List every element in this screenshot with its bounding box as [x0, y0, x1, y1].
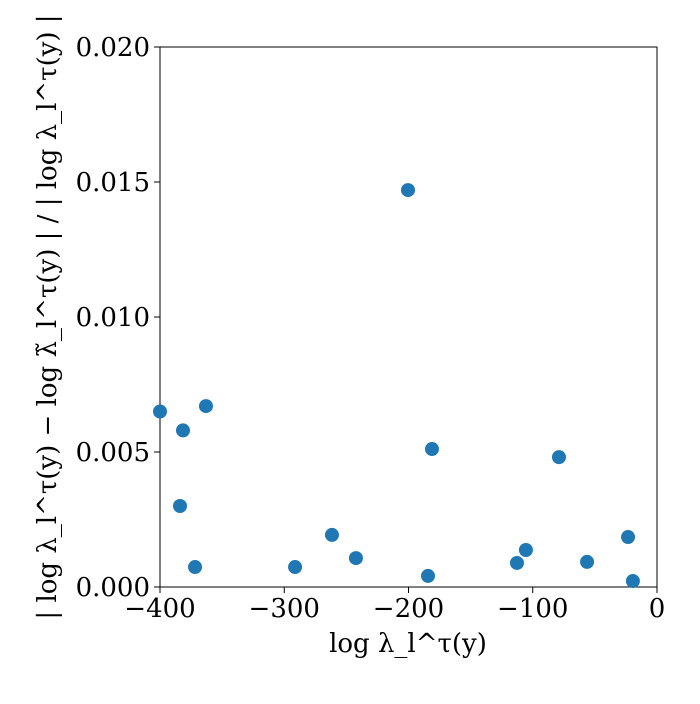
point: [625, 574, 640, 589]
point: [175, 423, 190, 438]
y-tick-label: 0.015: [76, 168, 150, 198]
x-tick-label: −100: [497, 594, 568, 624]
point: [153, 404, 167, 419]
y-tick-label: 0.020: [76, 33, 150, 63]
y-tick-label: 0.000: [76, 573, 150, 603]
point: [518, 543, 533, 558]
point: [421, 568, 436, 583]
point: [348, 551, 363, 566]
point: [198, 399, 213, 414]
x-axis-label: log λ_l^τ(y): [329, 629, 487, 659]
x-tick-label: −200: [373, 594, 444, 624]
y-tick-label: 0.010: [76, 303, 150, 333]
point: [424, 442, 439, 457]
y-tick-label: 0.005: [76, 438, 150, 468]
point: [173, 499, 188, 513]
x-tick-label: 0: [649, 594, 666, 624]
point: [401, 183, 416, 198]
point: [509, 555, 524, 570]
point: [324, 527, 339, 542]
point: [288, 560, 303, 575]
point: [551, 450, 566, 465]
x-tick-label: −400: [124, 594, 195, 624]
point: [621, 530, 636, 545]
point: [188, 560, 203, 575]
point: [580, 554, 595, 569]
x-tick-label: −300: [249, 594, 320, 624]
y-axis-label: | log λ_l^τ(y) − log λ̃_l^τ(y) | / | log…: [33, 14, 63, 619]
plot-frame: [159, 46, 658, 588]
